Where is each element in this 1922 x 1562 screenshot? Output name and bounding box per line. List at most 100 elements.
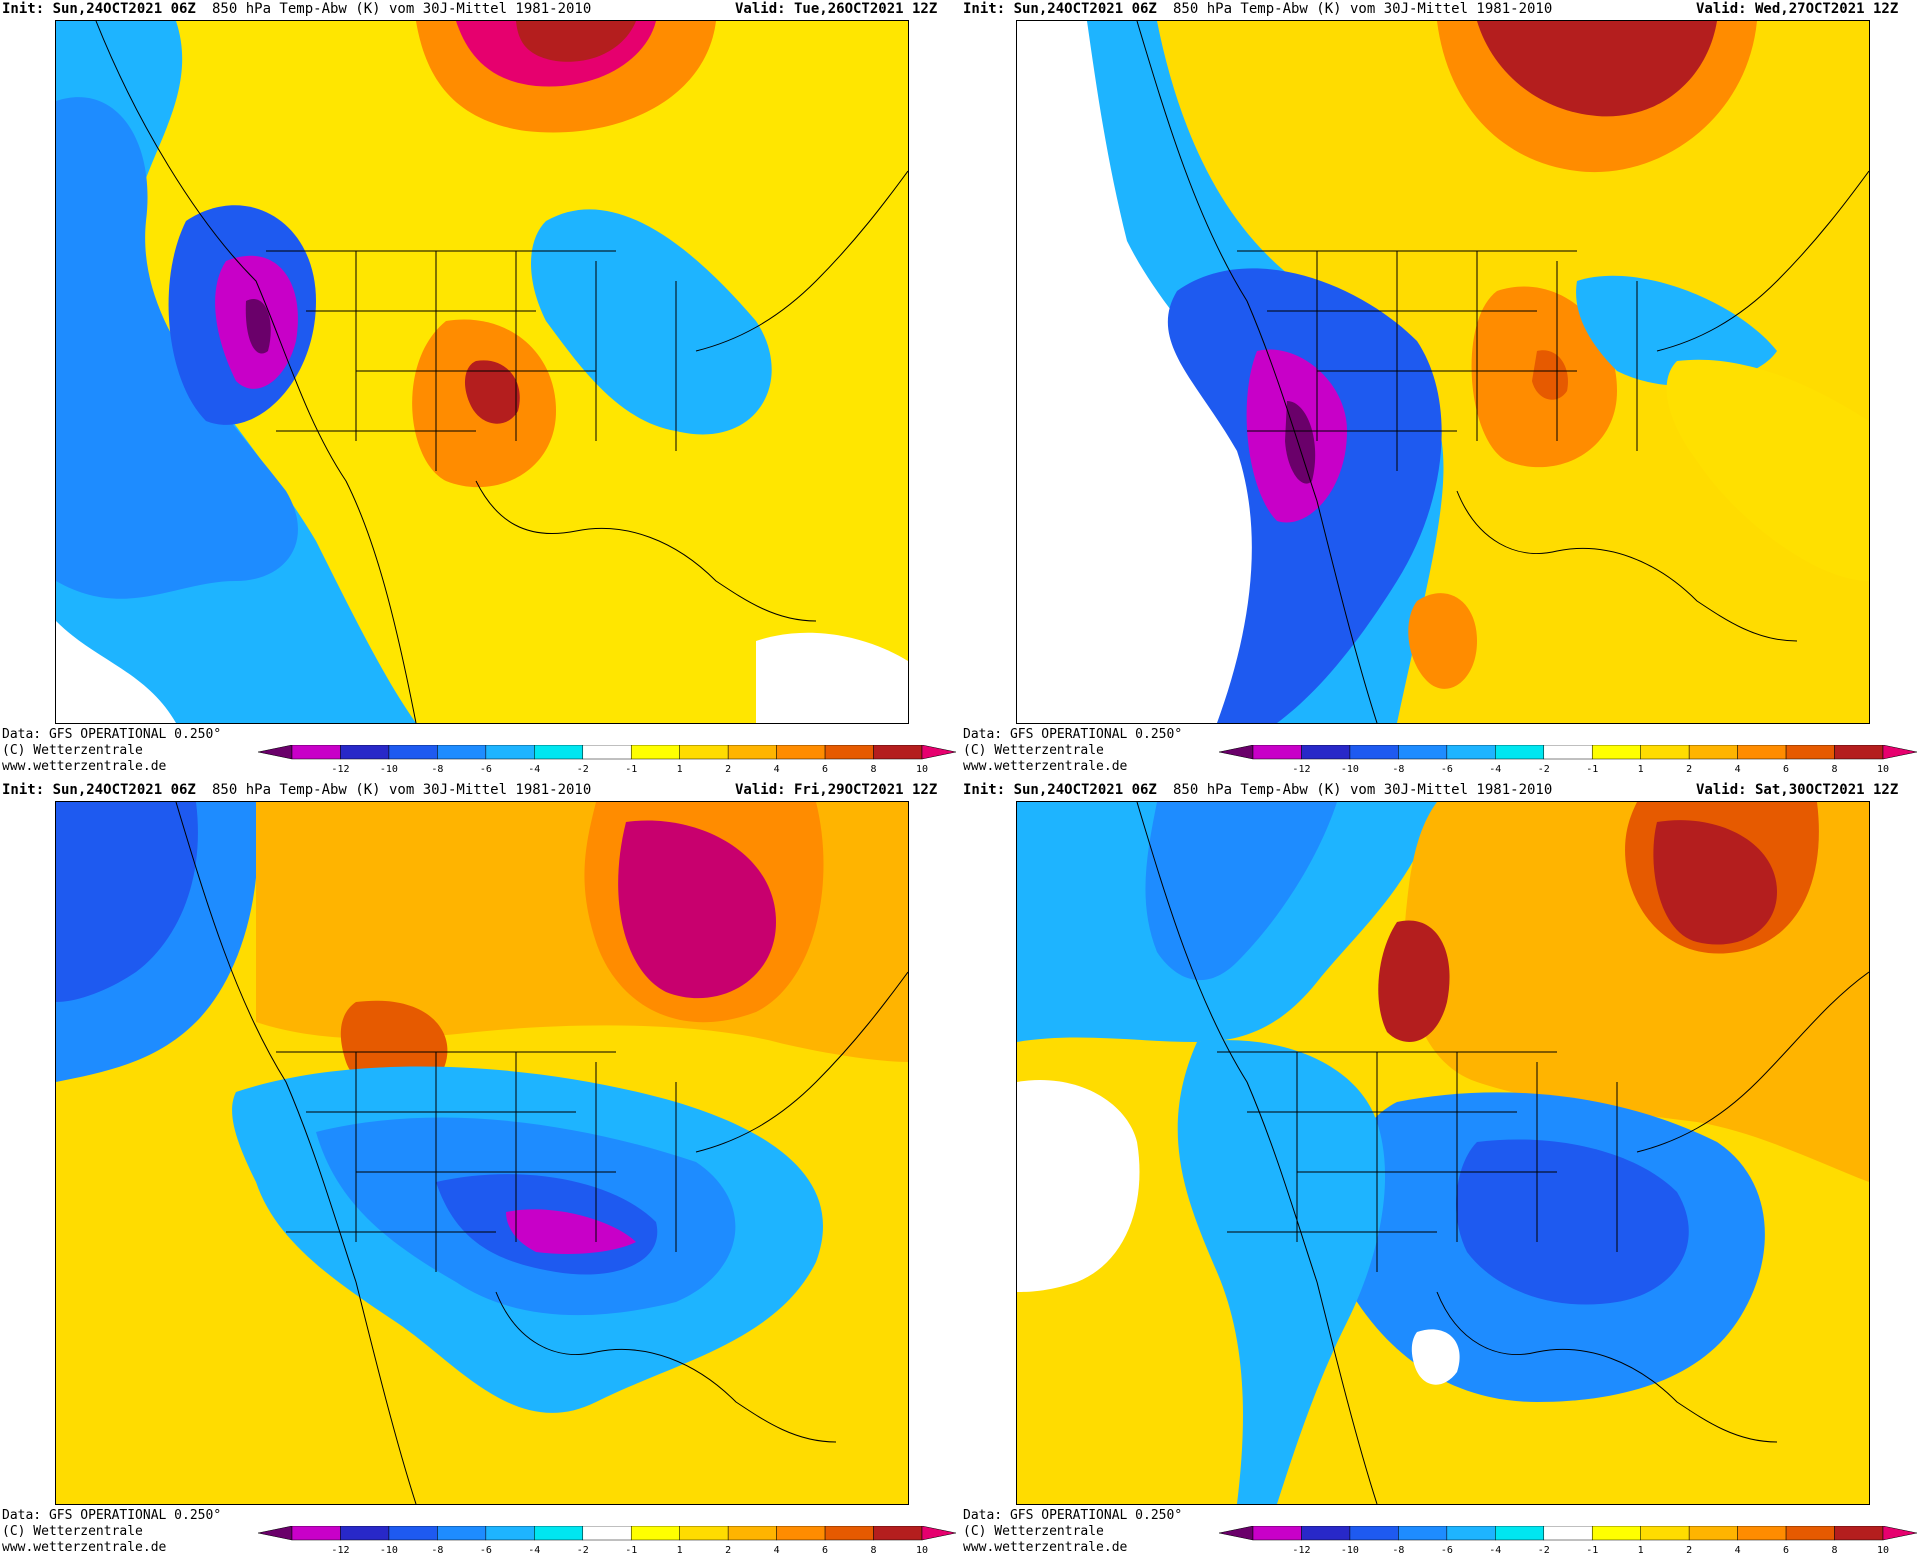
legend-swatch xyxy=(291,1526,341,1541)
legend-swatch xyxy=(1543,1526,1593,1541)
legend-swatch xyxy=(1834,1526,1884,1541)
legend-swatch xyxy=(679,1526,729,1541)
legend-tick-label: 1 xyxy=(1638,764,1644,775)
color-legend: -12-10-8-6-4-2-1124681012 xyxy=(1219,1526,1917,1560)
legend-swatch xyxy=(824,745,874,760)
legend-swatch xyxy=(727,745,777,760)
legend-tick-label: -12 xyxy=(331,1545,349,1556)
legend-swatch xyxy=(534,745,584,760)
legend-tick-label: 2 xyxy=(725,1545,731,1556)
legend-tick-label: 2 xyxy=(725,764,731,775)
legend-tick-label: -2 xyxy=(577,1545,589,1556)
legend-tick-label: 10 xyxy=(1877,1545,1889,1556)
legend-tick-label: -6 xyxy=(480,1545,492,1556)
legend-tick-label: 2 xyxy=(1686,1545,1692,1556)
map-panel-2: Init: Sun,24OCT2021 06Z 850 hPa Temp-Abw… xyxy=(961,0,1922,781)
legend-tick-label: 10 xyxy=(916,764,928,775)
legend-swatch xyxy=(1446,745,1496,760)
source-url: www.wetterzentrale.de xyxy=(2,759,167,774)
map-title: 850 hPa Temp-Abw (K) vom 30J-Mittel 1981… xyxy=(1173,782,1553,798)
map-footer: Data: GFS OPERATIONAL 0.250° (C) Wetterz… xyxy=(2,1508,221,1556)
legend-tick-label: 8 xyxy=(1832,1545,1838,1556)
legend-swatch xyxy=(437,745,487,760)
legend-tick-label: 6 xyxy=(822,764,828,775)
legend-tick-label: -6 xyxy=(480,764,492,775)
panel-header: Init: Sun,24OCT2021 06Z 850 hPa Temp-Abw… xyxy=(0,781,961,799)
legend-tick-label: -10 xyxy=(1341,764,1359,775)
legend-swatch xyxy=(485,1526,535,1541)
color-legend: -12-10-8-6-4-2-1124681012 xyxy=(258,1526,956,1560)
legend-swatch xyxy=(1349,1526,1399,1541)
legend-swatch xyxy=(340,745,390,760)
legend-arrow-high xyxy=(1882,1526,1917,1541)
legend-swatch xyxy=(1688,1526,1738,1541)
anomaly-map xyxy=(1016,20,1870,724)
legend-tick-label: -1 xyxy=(625,1545,637,1556)
anomaly-map xyxy=(1016,801,1870,1505)
map-title: 850 hPa Temp-Abw (K) vom 30J-Mittel 1981… xyxy=(212,1,592,17)
map-panel-1: Init: Sun,24OCT2021 06Z 850 hPa Temp-Abw… xyxy=(0,0,961,781)
legend-tick-label: -8 xyxy=(431,764,443,775)
legend-swatch xyxy=(679,745,729,760)
color-legend: -12-10-8-6-4-2-1124681012 xyxy=(1219,745,1917,779)
legend-swatch xyxy=(1785,745,1835,760)
legend-tick-label: 6 xyxy=(1783,764,1789,775)
legend-swatch xyxy=(582,1526,632,1541)
data-source: Data: GFS OPERATIONAL 0.250° xyxy=(963,1508,1183,1523)
legend-tick-label: -10 xyxy=(380,1545,398,1556)
data-source: Data: GFS OPERATIONAL 0.250° xyxy=(963,727,1183,742)
valid-time: Valid: Sat,30OCT2021 12Z xyxy=(1696,782,1899,798)
valid-time: Valid: Tue,26OCT2021 12Z xyxy=(735,1,938,17)
legend-swatch xyxy=(1591,1526,1641,1541)
legend-swatch xyxy=(1398,745,1448,760)
data-source: Data: GFS OPERATIONAL 0.250° xyxy=(2,1508,222,1523)
legend-arrow-low xyxy=(1219,745,1254,760)
legend-swatch xyxy=(1398,1526,1448,1541)
legend-swatch xyxy=(1252,745,1302,760)
panel-header: Init: Sun,24OCT2021 06Z 850 hPa Temp-Abw… xyxy=(961,0,1922,18)
legend-tick-label: -12 xyxy=(1292,764,1310,775)
copyright: (C) Wetterzentrale xyxy=(2,1524,143,1539)
map-footer: Data: GFS OPERATIONAL 0.250° (C) Wetterz… xyxy=(963,1508,1182,1556)
legend-swatch xyxy=(824,1526,874,1541)
legend-swatch xyxy=(1446,1526,1496,1541)
legend-swatch xyxy=(1737,1526,1787,1541)
data-source: Data: GFS OPERATIONAL 0.250° xyxy=(2,727,222,742)
legend-tick-label: 8 xyxy=(871,1545,877,1556)
valid-time: Valid: Fri,29OCT2021 12Z xyxy=(735,782,938,798)
legend-tick-label: 6 xyxy=(1783,1545,1789,1556)
init-time: Init: Sun,24OCT2021 06Z xyxy=(2,782,196,798)
legend-tick-label: 6 xyxy=(822,1545,828,1556)
legend-swatch xyxy=(1252,1526,1302,1541)
legend-swatch xyxy=(1349,745,1399,760)
legend-swatch xyxy=(1785,1526,1835,1541)
legend-tick-label: 10 xyxy=(916,1545,928,1556)
copyright: (C) Wetterzentrale xyxy=(963,743,1104,758)
legend-swatch xyxy=(534,1526,584,1541)
legend-swatch xyxy=(1640,745,1690,760)
legend-swatch xyxy=(1688,745,1738,760)
legend-tick-label: 8 xyxy=(871,764,877,775)
legend-swatch xyxy=(437,1526,487,1541)
legend-arrow-high xyxy=(1882,745,1917,760)
legend-tick-label: -4 xyxy=(528,764,540,775)
legend-swatch xyxy=(776,745,826,760)
map-footer: Data: GFS OPERATIONAL 0.250° (C) Wetterz… xyxy=(963,727,1182,775)
legend-tick-label: -12 xyxy=(1292,1545,1310,1556)
map-footer: Data: GFS OPERATIONAL 0.250° (C) Wetterz… xyxy=(2,727,221,775)
legend-tick-label: 10 xyxy=(1877,764,1889,775)
legend-swatch xyxy=(1495,1526,1545,1541)
legend-swatch xyxy=(582,745,632,760)
legend-tick-label: -4 xyxy=(1489,764,1501,775)
legend-tick-label: 1 xyxy=(677,1545,683,1556)
anomaly-map xyxy=(55,20,909,724)
legend-swatch xyxy=(388,745,438,760)
legend-swatch xyxy=(776,1526,826,1541)
legend-arrow-low xyxy=(258,1526,293,1541)
legend-arrow-high xyxy=(921,745,956,760)
init-time: Init: Sun,24OCT2021 06Z xyxy=(963,782,1157,798)
legend-tick-label: -1 xyxy=(1586,764,1598,775)
map-panel-3: Init: Sun,24OCT2021 06Z 850 hPa Temp-Abw… xyxy=(0,781,961,1562)
source-url: www.wetterzentrale.de xyxy=(2,1540,167,1555)
legend-tick-label: -8 xyxy=(1392,1545,1404,1556)
